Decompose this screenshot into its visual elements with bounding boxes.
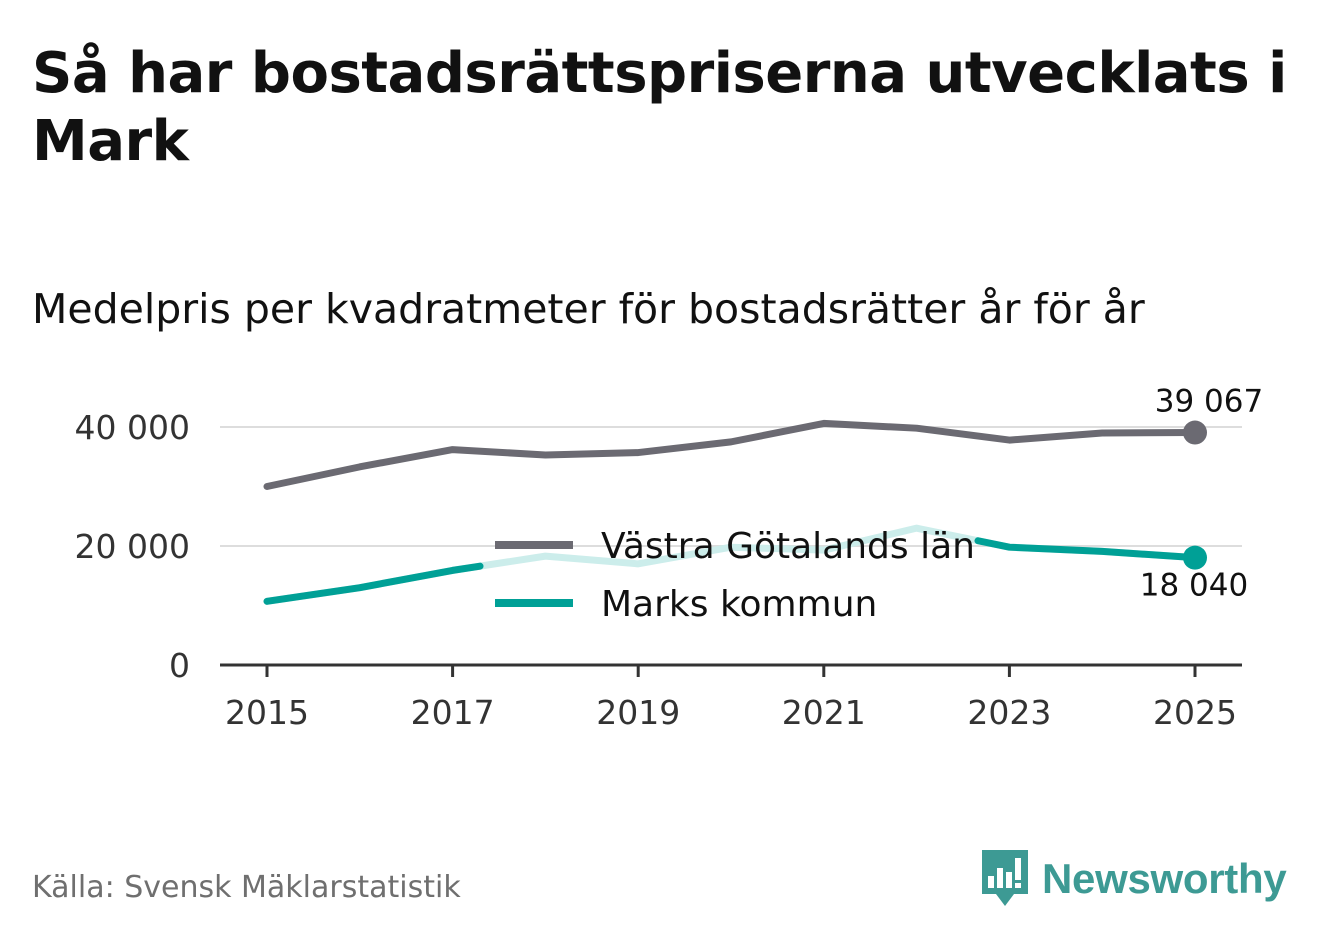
newsworthy-logo-icon	[982, 850, 1028, 906]
x-tick-label: 2021	[782, 693, 866, 732]
end-point-vastra-gotaland	[1183, 420, 1207, 445]
chart-title: Så har bostadsrättspriserna utvecklats i…	[32, 41, 1287, 174]
y-tick-label: 40 000	[75, 408, 190, 447]
end-label-marks-kommun: 18 040	[1140, 568, 1248, 604]
x-tick-label: 2019	[596, 693, 680, 732]
y-tick-label: 20 000	[75, 527, 190, 566]
y-tick-label: 0	[169, 646, 190, 685]
x-tick-label: 2025	[1153, 693, 1237, 732]
series-line-marks-kommun-end	[974, 537, 1199, 562]
source-note: Källa: Svensk Mäklarstatistik	[32, 870, 461, 905]
legend-item-marks-kommun-label: Marks kommun	[601, 584, 877, 625]
series-line-marks-kommun	[263, 562, 484, 605]
end-point-marks-kommun	[1183, 545, 1207, 570]
series-line-vastra-gotaland	[263, 419, 1199, 490]
legend-item-vastra-gotaland-label: Västra Götalands län	[601, 526, 975, 567]
brand-logo: Newsworthy	[980, 848, 1287, 910]
x-tick-label: 2015	[225, 693, 309, 732]
brand-name: Newsworthy	[1042, 855, 1287, 902]
chart-subtitle: Medelpris per kvadratmeter för bostadsrä…	[32, 285, 1145, 333]
x-tick-label: 2023	[967, 693, 1051, 732]
x-tick-label: 2017	[411, 693, 495, 732]
end-label-vastra-gotaland: 39 067	[1155, 384, 1263, 420]
